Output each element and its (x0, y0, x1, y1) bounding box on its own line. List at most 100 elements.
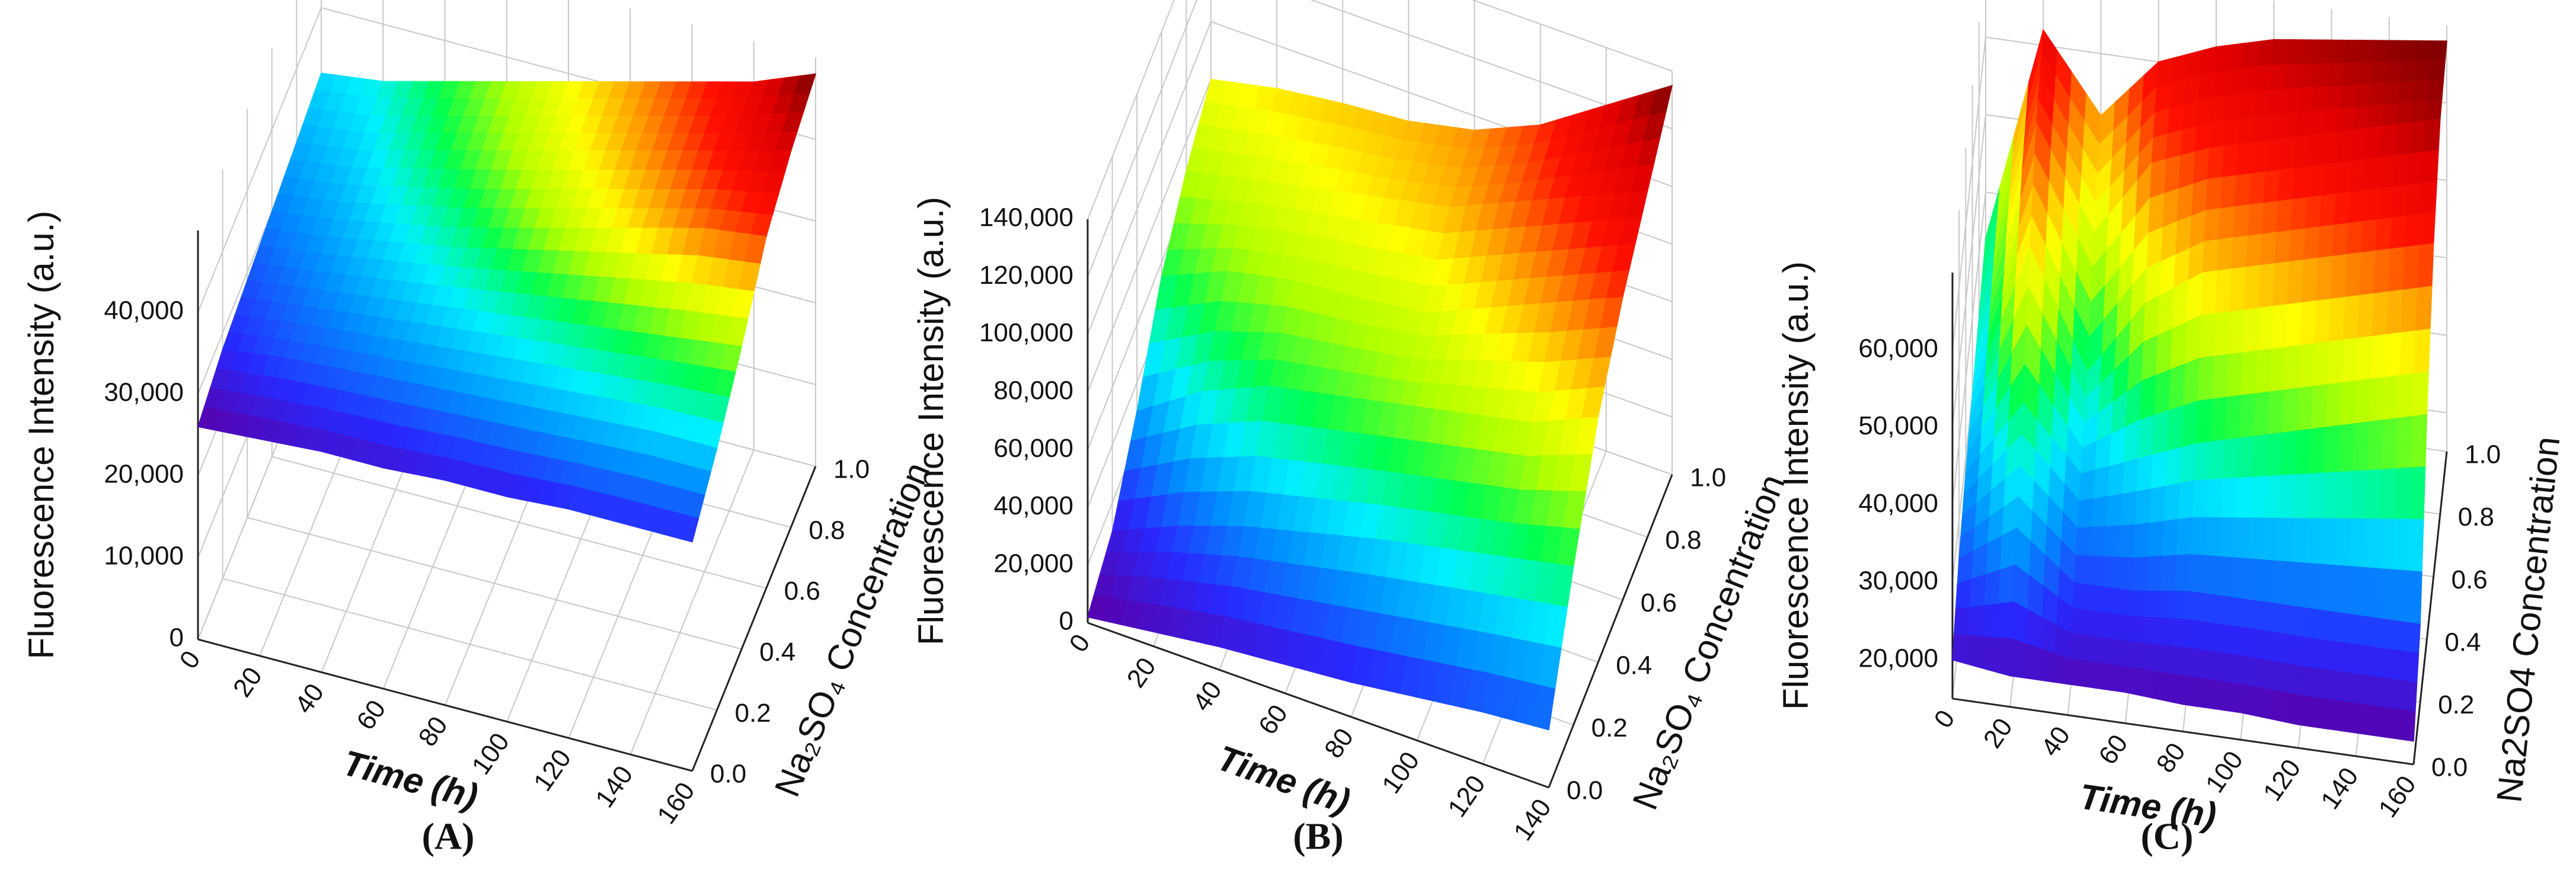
surface-patch (2389, 619, 2406, 652)
surface-patch (2396, 101, 2414, 125)
surface-patch (2247, 202, 2265, 237)
surface-patch (2390, 569, 2408, 623)
surface-patch (2213, 651, 2230, 683)
surface-patch (2415, 40, 2433, 62)
surface-patch (2325, 382, 2343, 428)
surface-patch (2155, 82, 2172, 113)
surface-patch (2308, 133, 2326, 167)
grid-line (1087, 0, 1175, 220)
surface-patch (2305, 195, 2322, 229)
surface-patch (2223, 119, 2241, 147)
surface-patch (2185, 50, 2203, 81)
surface-patch (2370, 334, 2388, 380)
surface-patch (2198, 649, 2216, 681)
surface-patch (2067, 658, 2085, 687)
surface-patch (2133, 522, 2150, 559)
surface-patch (2283, 692, 2301, 725)
surface-patch (2254, 89, 2271, 118)
x-axis-title: Time (h) (338, 742, 482, 816)
y-tick-label: 0.6 (2452, 565, 2488, 594)
surface-patch (2223, 437, 2241, 480)
surface-patch (2210, 396, 2227, 443)
surface-patch (2038, 648, 2056, 683)
surface-patch (2152, 409, 2170, 456)
surface-patch (2280, 430, 2298, 476)
surface-patch (2425, 99, 2443, 121)
surface-patch (2323, 425, 2341, 474)
surface-patch (2257, 306, 2274, 352)
surface-patch (2138, 414, 2156, 460)
surface-patch (2383, 82, 2401, 105)
surface-patch (2370, 705, 2387, 738)
surface-patch (2372, 40, 2390, 63)
surface-patch (2181, 400, 2198, 449)
surface-patch (2240, 684, 2258, 716)
z-tick-label: 60,000 (993, 434, 1073, 463)
surface-patch (2396, 415, 2413, 469)
surface-patch (2270, 64, 2287, 91)
surface-patch (2079, 469, 2096, 502)
surface-patch (2353, 421, 2370, 472)
y-axis (1548, 474, 1673, 788)
surface-patch (2363, 518, 2381, 569)
surface-patch (2221, 478, 2239, 518)
z-tick-label: 50,000 (1858, 411, 1938, 440)
surface-patch (2226, 68, 2244, 97)
surface-patch (2295, 111, 2313, 138)
surface-patch (2164, 155, 2181, 194)
surface-patch (2243, 265, 2261, 311)
surface-patch (2417, 243, 2434, 289)
surface-patch (2255, 64, 2273, 93)
surface-patch (2201, 593, 2219, 625)
grid-line (1471, 0, 1673, 72)
surface-panel: 0 10,000 20,000 30,000 40,000 0 20 40 60 80 100 120… (21, 0, 938, 857)
panel-label: (B) (1293, 815, 1343, 857)
surface-patch (2401, 287, 2418, 334)
surface-patch (2310, 110, 2327, 136)
surface-patch (2238, 117, 2255, 145)
surface-patch (2332, 223, 2350, 257)
surface-patch (1982, 603, 2000, 639)
surface-patch (2207, 146, 2225, 180)
surface-patch (2186, 271, 2204, 323)
z-axis-title: Fluorescence Intensity (a.u.) (1776, 261, 1816, 710)
y-tick-label: 1.0 (1690, 463, 1726, 492)
surface-patch (2322, 131, 2340, 165)
surface-patch (2385, 332, 2402, 378)
surface-patch (2282, 388, 2300, 434)
surface-patch (2024, 643, 2041, 681)
y-tick-label: 0.8 (1665, 526, 1701, 555)
surface-patch (2070, 607, 2088, 636)
surface-patch (2168, 363, 2186, 411)
surface-patch (2112, 639, 2130, 668)
surface-patch (2304, 562, 2322, 611)
x-tick-label: 120 (1442, 770, 1491, 822)
surface-patch (2381, 417, 2399, 470)
surface-patch (2374, 617, 2392, 650)
surface-patch (2284, 345, 2301, 391)
x-tick-label: 0 (1064, 629, 1096, 657)
surface-patch (2297, 87, 2315, 114)
x-tick-label: 160 (651, 777, 700, 829)
surface-patch (2373, 248, 2391, 295)
surface-patch (2261, 200, 2279, 235)
surface-patch (2250, 476, 2267, 519)
surface-patch (2349, 518, 2367, 568)
surface-patch (2139, 668, 2156, 699)
surface-patch (2331, 612, 2349, 644)
surface-patch (2176, 517, 2194, 556)
surface-patch (2405, 570, 2422, 625)
surface-patch (2430, 40, 2447, 62)
surface-patch (2303, 226, 2321, 261)
surface-patch (2259, 601, 2277, 633)
x-tick-label: 40 (289, 678, 330, 719)
surface-patch (2399, 330, 2417, 376)
surface-patch (2428, 60, 2446, 82)
surface-patch (2162, 518, 2179, 557)
surface-patch (1980, 636, 1998, 673)
surface-patch (2149, 158, 2167, 199)
z-tick-label: 30,000 (104, 378, 184, 407)
surface-patch (2213, 311, 2231, 357)
surface-patch (2156, 328, 2173, 376)
